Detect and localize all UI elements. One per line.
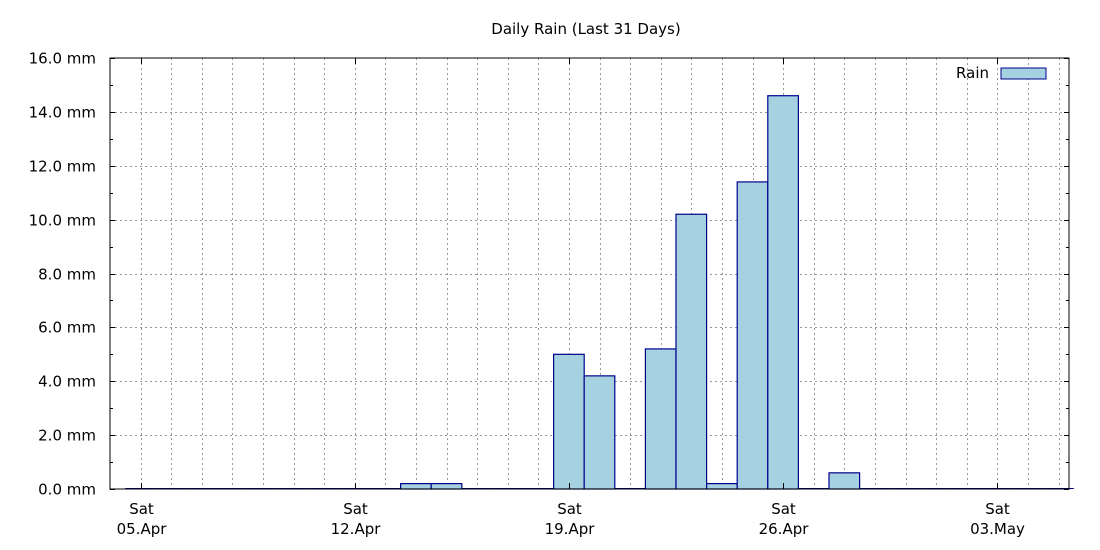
y-tick-label: 16.0 mm <box>29 50 96 68</box>
bar-18.Apr <box>552 353 585 490</box>
y-tick-label: 6.0 mm <box>38 319 96 337</box>
bar-22.Apr <box>675 213 708 490</box>
x-tick-label-weekday: Sat <box>557 500 582 518</box>
y-tick-label: 12.0 mm <box>29 158 96 176</box>
x-axis: Sat 05.Apr Sat 12.Apr Sat 19.Apr Sat 26.Apr Sat 0… <box>117 58 1025 538</box>
bars <box>125 95 1074 490</box>
y-tick-label: 14.0 mm <box>29 104 96 122</box>
x-tick-label-date: 26.Apr <box>759 520 810 538</box>
x-tick-label-weekday: Sat <box>129 500 154 518</box>
chart-title: Daily Rain (Last 31 Days) <box>491 20 680 38</box>
bar-27.Apr <box>828 472 861 490</box>
legend: Rain <box>956 64 1047 82</box>
x-tick-label-weekday: Sat <box>771 500 796 518</box>
y-tick-label: 4.0 mm <box>38 373 96 391</box>
bar-23.Apr <box>705 483 738 490</box>
y-axis: 0.0 mm 2.0 mm 4.0 mm 6.0 mm 8.0 mm 10.0 mm 12.… <box>29 50 1069 499</box>
bar-14.Apr <box>430 483 463 490</box>
bar-13.Apr <box>400 483 432 490</box>
bar-24.Apr <box>736 181 769 490</box>
y-tick-label: 8.0 mm <box>38 266 96 284</box>
plot-frame <box>109 57 1070 490</box>
legend-label-rain: Rain <box>956 64 989 82</box>
bar-19.Apr <box>583 375 616 490</box>
x-tick-label-date: 19.Apr <box>545 520 596 538</box>
y-tick-label: 0.0 mm <box>38 481 96 499</box>
x-tick-label-weekday: Sat <box>985 500 1010 518</box>
x-tick-label-date: 12.Apr <box>331 520 382 538</box>
bar-21.Apr <box>644 348 677 490</box>
x-tick-label-date: 05.Apr <box>117 520 168 538</box>
y-tick-label: 2.0 mm <box>38 427 96 445</box>
y-tick-label: 10.0 mm <box>29 212 96 230</box>
x-tick-label-date: 03.May <box>970 520 1025 538</box>
legend-swatch-rain <box>1000 67 1047 80</box>
bar-25.Apr <box>767 95 799 490</box>
x-tick-label-weekday: Sat <box>343 500 368 518</box>
